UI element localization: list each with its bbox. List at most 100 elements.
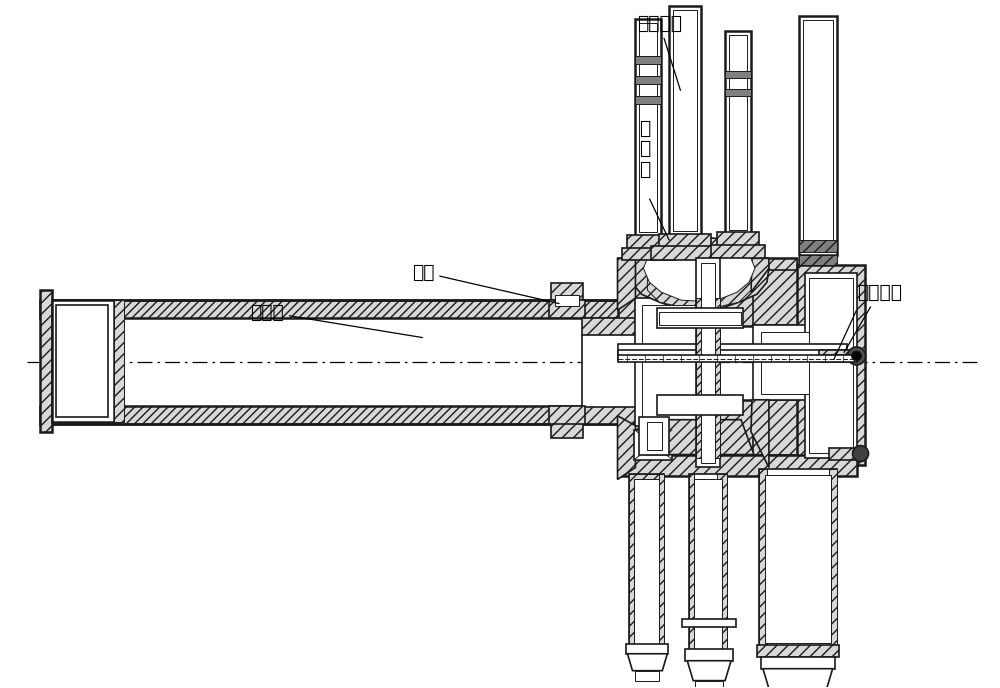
Bar: [40, 300, 620, 318]
Bar: [799, 240, 837, 252]
Bar: [657, 395, 743, 415]
Bar: [627, 235, 669, 250]
Polygon shape: [659, 475, 664, 644]
Bar: [618, 355, 857, 362]
Bar: [56, 305, 108, 417]
Bar: [725, 71, 751, 78]
Text: 轴承: 轴承: [412, 263, 559, 303]
Bar: [669, 6, 701, 237]
Bar: [657, 308, 743, 328]
Bar: [626, 644, 668, 654]
Bar: [618, 455, 857, 477]
Polygon shape: [644, 420, 754, 455]
Polygon shape: [687, 660, 731, 680]
Bar: [753, 270, 828, 325]
Bar: [809, 278, 853, 453]
Bar: [729, 35, 747, 230]
Polygon shape: [751, 259, 769, 292]
Bar: [635, 76, 661, 84]
Bar: [639, 23, 657, 233]
Bar: [635, 56, 661, 64]
Bar: [551, 283, 583, 300]
Bar: [582, 406, 636, 424]
Bar: [618, 350, 847, 360]
Bar: [695, 680, 723, 688]
Polygon shape: [629, 237, 769, 309]
Bar: [635, 298, 720, 426]
Polygon shape: [763, 669, 833, 688]
Bar: [829, 448, 864, 460]
Bar: [805, 273, 857, 458]
Bar: [635, 19, 661, 239]
Bar: [711, 246, 765, 259]
Bar: [821, 354, 857, 358]
Bar: [759, 469, 837, 649]
Polygon shape: [618, 416, 635, 480]
Polygon shape: [618, 259, 635, 310]
Bar: [689, 475, 727, 654]
Bar: [799, 255, 837, 266]
Bar: [797, 266, 865, 464]
Bar: [799, 17, 837, 255]
Polygon shape: [627, 654, 667, 671]
Bar: [753, 400, 828, 455]
Circle shape: [853, 446, 869, 462]
Bar: [694, 480, 722, 649]
Bar: [725, 31, 751, 235]
Bar: [52, 300, 114, 422]
Text: 拉紧螺栓: 拉紧螺栓: [844, 283, 902, 352]
Bar: [622, 248, 675, 260]
Bar: [682, 619, 736, 627]
Text: 工作叶片: 工作叶片: [637, 14, 682, 90]
Bar: [635, 96, 661, 104]
Bar: [634, 429, 672, 460]
Polygon shape: [759, 469, 767, 647]
Bar: [639, 417, 669, 455]
Polygon shape: [689, 475, 694, 654]
Bar: [549, 406, 585, 424]
Bar: [582, 318, 636, 336]
Circle shape: [848, 347, 866, 365]
Bar: [701, 264, 715, 462]
Polygon shape: [629, 475, 664, 644]
Bar: [651, 246, 719, 260]
Polygon shape: [717, 475, 727, 654]
Bar: [549, 300, 585, 318]
Bar: [642, 305, 714, 419]
Polygon shape: [647, 259, 751, 309]
Bar: [659, 235, 711, 248]
Bar: [819, 350, 859, 362]
Circle shape: [852, 351, 862, 361]
Bar: [717, 233, 759, 248]
Bar: [618, 400, 797, 468]
Bar: [696, 259, 720, 468]
Bar: [696, 298, 704, 458]
Bar: [712, 298, 720, 458]
Bar: [618, 344, 847, 354]
Bar: [551, 418, 583, 438]
Polygon shape: [829, 469, 837, 647]
Bar: [761, 657, 835, 669]
Bar: [725, 89, 751, 96]
Bar: [803, 21, 833, 249]
Bar: [114, 300, 124, 422]
Bar: [757, 645, 839, 657]
Bar: [753, 325, 828, 400]
Bar: [555, 295, 579, 306]
Bar: [685, 649, 733, 660]
Text: 涡
轮
盘: 涡 轮 盘: [639, 119, 650, 179]
Bar: [40, 290, 52, 431]
Bar: [634, 480, 659, 644]
Bar: [673, 10, 697, 231]
Bar: [765, 475, 831, 643]
Bar: [582, 335, 636, 407]
Bar: [761, 332, 821, 394]
Bar: [40, 406, 620, 424]
Bar: [618, 259, 797, 326]
Bar: [659, 312, 741, 325]
Text: 涡轮轴: 涡轮轴: [250, 303, 423, 338]
Bar: [647, 422, 662, 449]
Polygon shape: [751, 400, 769, 468]
Bar: [629, 475, 664, 649]
Bar: [635, 671, 659, 680]
